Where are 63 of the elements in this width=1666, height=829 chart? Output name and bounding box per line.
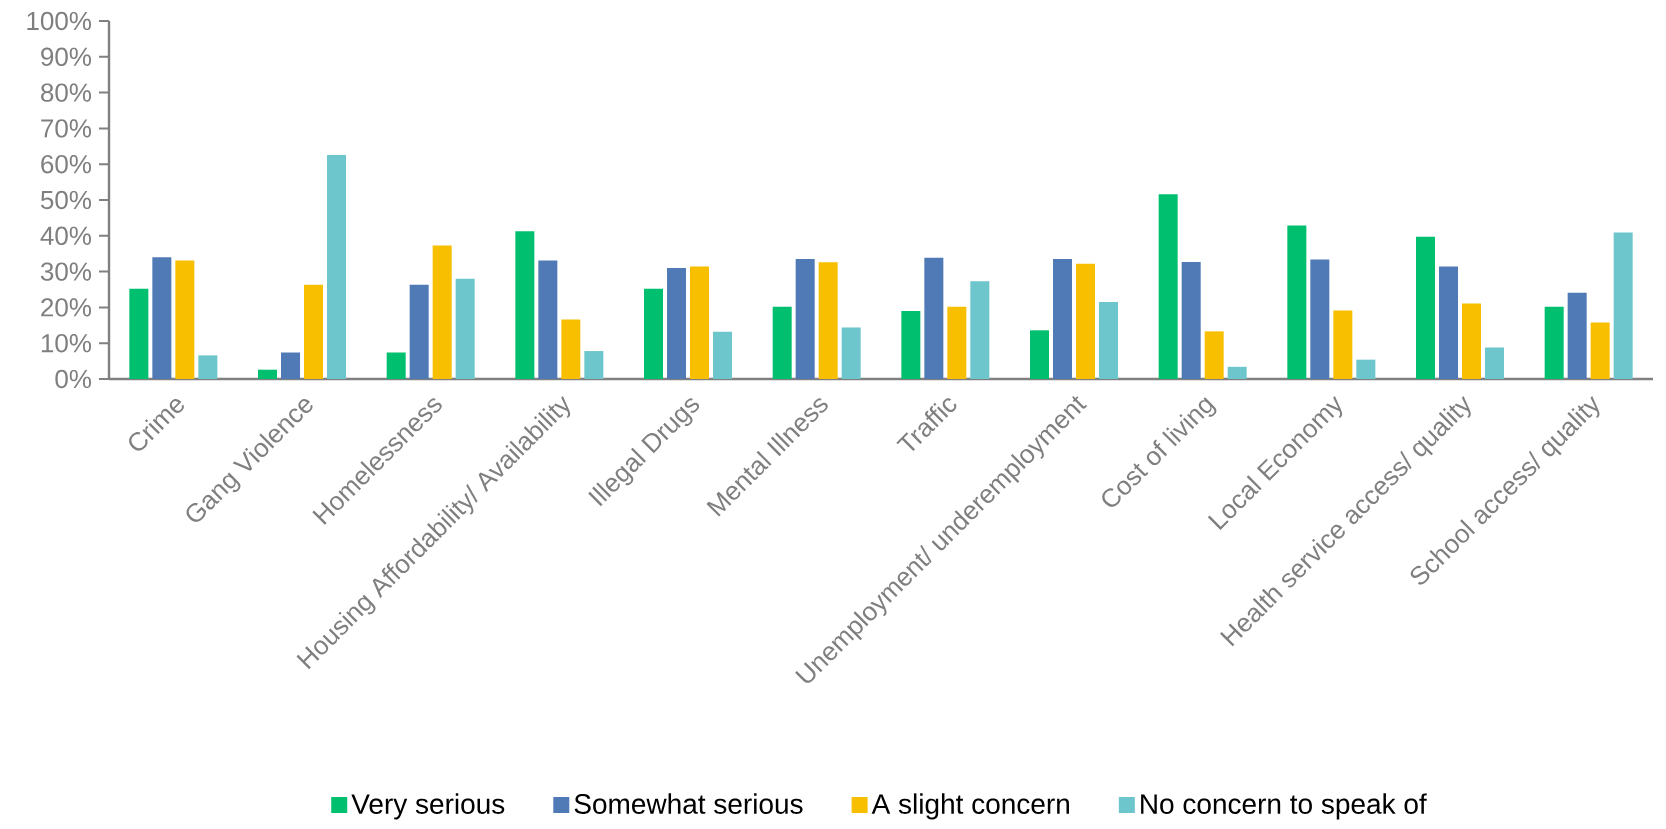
bar [584,351,604,379]
bar [1544,306,1564,379]
bar [1439,266,1459,379]
bar [515,231,535,379]
bar [1462,303,1482,379]
bar [970,281,990,379]
legend-label: Somewhat serious [574,793,803,814]
bar [947,306,967,379]
y-tick-label: 10% [41,333,92,353]
bar [1485,347,1504,379]
y-tick-label: 40% [40,226,92,245]
bar [1053,259,1073,379]
bar [198,355,218,379]
bar [1613,232,1633,379]
bar [327,154,347,379]
bar [455,278,475,379]
bar [1158,194,1178,379]
y-tick-label: 20% [41,298,92,317]
bar [1181,261,1201,379]
bar [561,319,581,379]
bar [1333,310,1353,379]
bar [258,369,278,379]
bar [924,257,944,379]
bar [772,306,792,379]
y-tick-label: 60% [41,154,92,174]
bar [1287,225,1307,379]
bar [713,331,733,379]
bar [644,288,664,379]
bar [1204,331,1224,379]
bar [1356,359,1376,379]
bar [1030,330,1050,379]
bar [690,266,710,379]
bar [304,284,324,379]
y-tick-label: 0% [55,369,92,389]
bar [409,284,429,379]
legend-label: A slight concern [871,793,1069,820]
bar [538,260,558,379]
bar [1099,302,1119,379]
legend-label: No concern to speak of [1141,793,1427,820]
bar [152,257,172,379]
bar [386,352,406,379]
bar [1310,259,1330,379]
bar [175,260,195,379]
bar [901,310,921,379]
y-tick-label: 90% [41,47,92,66]
bar [667,268,687,379]
bar [1567,292,1587,379]
y-tick-label: 30% [40,262,92,281]
y-tick-label: 70% [41,119,92,138]
y-tick-label: 50% [40,190,92,210]
bar [1227,366,1247,379]
y-tick-label: 100% [27,11,92,31]
bar [818,262,838,379]
bar [1590,322,1610,379]
bar [795,259,815,379]
bar [281,352,301,379]
legend-label: Very serious [351,793,505,820]
bar [129,288,149,379]
bar [1416,236,1436,379]
y-tick-label: 80% [41,83,92,102]
bar [432,245,452,379]
bar [1076,263,1096,379]
bar [841,327,861,379]
